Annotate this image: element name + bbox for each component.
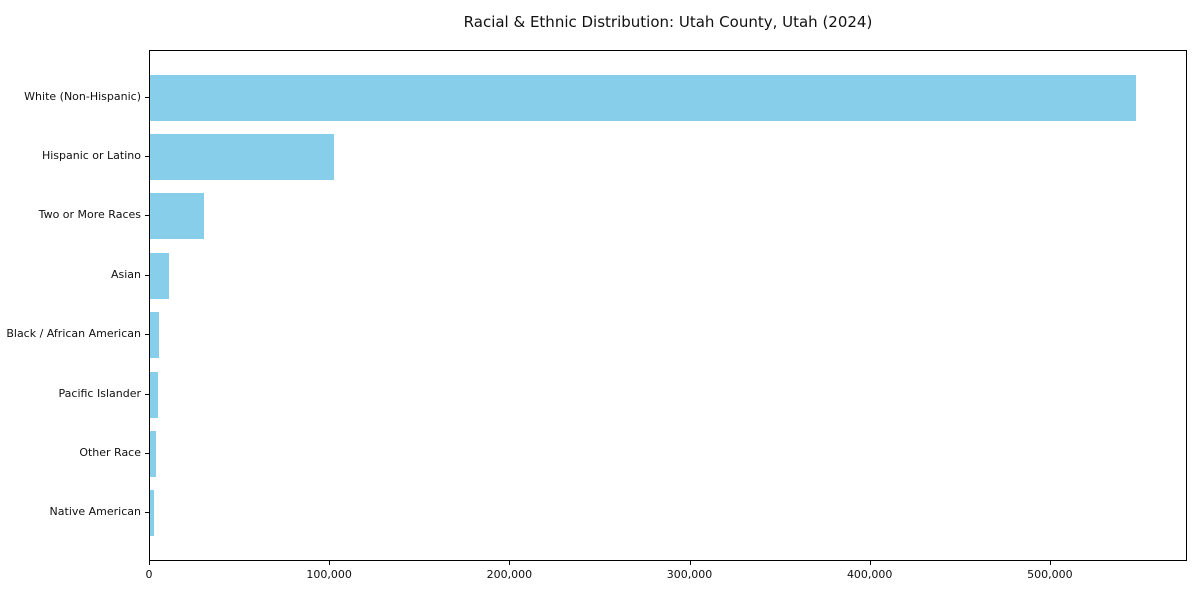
bar bbox=[150, 490, 154, 537]
y-axis-tick bbox=[145, 155, 149, 157]
bar bbox=[150, 371, 159, 418]
y-axis-tick bbox=[145, 393, 149, 395]
x-axis-tick bbox=[1049, 561, 1051, 565]
x-tick-label: 400,000 bbox=[846, 568, 893, 581]
x-tick-label: 300,000 bbox=[666, 568, 713, 581]
x-tick-label: 100,000 bbox=[306, 568, 352, 581]
x-axis-tick bbox=[689, 561, 691, 565]
x-axis-tick bbox=[509, 561, 511, 565]
y-tick-label: Other Race bbox=[79, 445, 141, 459]
y-axis-tick bbox=[145, 512, 149, 514]
y-axis-tick bbox=[145, 452, 149, 454]
y-axis-tick bbox=[145, 274, 149, 276]
y-tick-label: Black / African American bbox=[6, 327, 141, 341]
y-tick-label: White (Non-Hispanic) bbox=[24, 89, 141, 103]
x-axis-tick bbox=[149, 561, 150, 565]
plot-area bbox=[149, 50, 1187, 561]
bar bbox=[150, 133, 334, 180]
bar bbox=[150, 430, 156, 477]
x-tick-label: 200,000 bbox=[486, 568, 533, 581]
y-tick-label: Two or More Races bbox=[38, 208, 141, 222]
x-tick-label: 500,000 bbox=[1027, 568, 1073, 581]
bar bbox=[150, 312, 159, 359]
y-tick-label: Pacific Islander bbox=[58, 386, 141, 400]
bar bbox=[150, 74, 1136, 121]
y-tick-label: Asian bbox=[110, 267, 141, 281]
x-tick-label: 0 bbox=[145, 568, 153, 581]
x-axis-tick bbox=[869, 561, 871, 565]
y-tick-label: Native American bbox=[49, 505, 141, 519]
y-axis-tick bbox=[145, 215, 149, 217]
x-axis-tick bbox=[329, 561, 331, 565]
y-axis-tick bbox=[145, 334, 149, 336]
chart-title: Racial & Ethnic Distribution: Utah Count… bbox=[463, 13, 873, 31]
bar bbox=[150, 193, 205, 240]
bar bbox=[150, 252, 169, 299]
y-tick-label: Hispanic or Latino bbox=[41, 148, 141, 162]
y-axis-tick bbox=[145, 96, 149, 98]
